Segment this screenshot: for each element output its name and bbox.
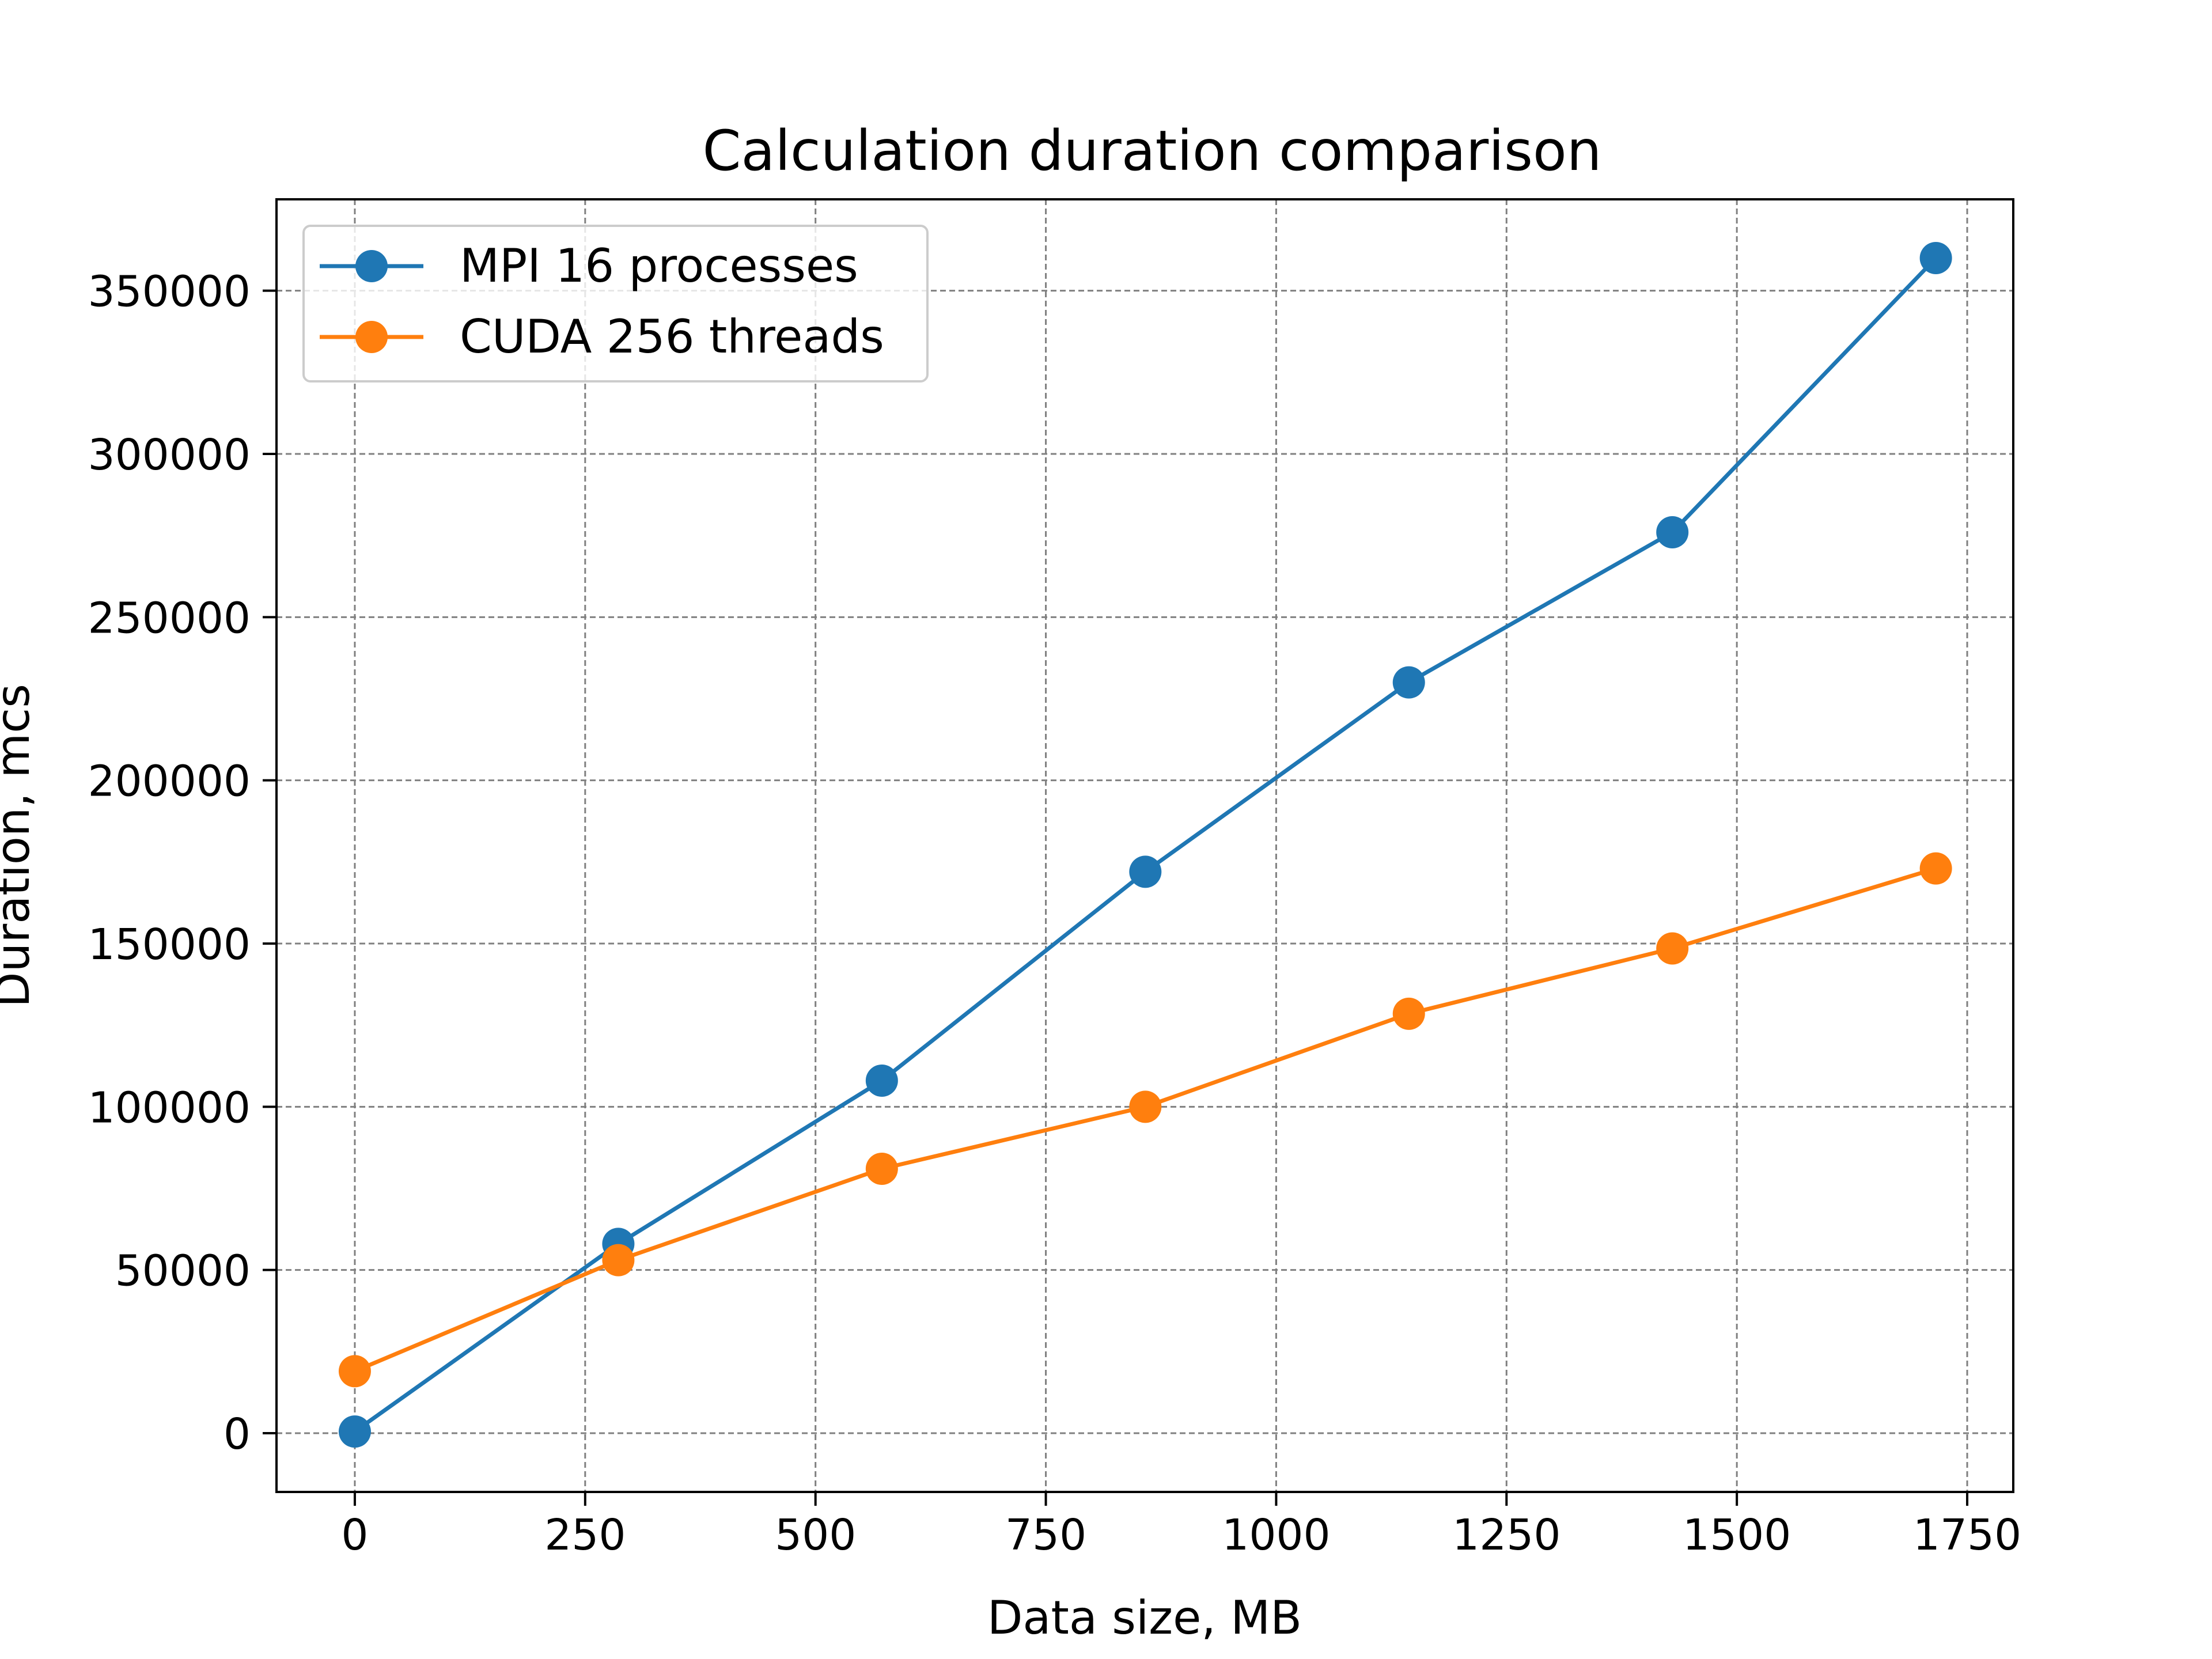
x-tick-label: 1250 (1452, 1510, 1560, 1560)
data-point (1129, 1090, 1162, 1123)
series-0 (338, 242, 1952, 1448)
data-point (1919, 242, 1952, 274)
legend-label-mpi: MPI 16 processes (460, 239, 858, 293)
grid (276, 199, 2013, 1492)
data-point (1392, 666, 1425, 699)
legend: MPI 16 processes CUDA 256 threads (302, 225, 929, 382)
y-tick-label: 200000 (88, 757, 251, 806)
data-point (338, 1355, 371, 1388)
y-axis-label: Duration, mcs (0, 684, 40, 1007)
chart-title: Calculation duration comparison (702, 119, 1601, 183)
legend-marker-cuda (355, 321, 388, 353)
y-tick-label: 100000 (88, 1083, 251, 1132)
x-axis-label: Data size, MB (987, 1591, 1302, 1645)
x-tick-label: 500 (775, 1510, 856, 1560)
data-point (1392, 997, 1425, 1030)
x-tick-label: 1750 (1913, 1510, 2021, 1560)
y-tick-label: 250000 (88, 593, 251, 643)
data-point (1919, 852, 1952, 885)
data-point (865, 1153, 898, 1185)
x-tick-label: 1000 (1222, 1510, 1330, 1560)
legend-box (302, 225, 929, 382)
y-tick-label: 50000 (115, 1247, 251, 1296)
y-tick-label: 150000 (88, 920, 251, 969)
y-tick-label: 0 (224, 1410, 251, 1459)
legend-marker-mpi (355, 250, 388, 282)
y-axis-ticks: 0 50000 100000 150000 200000 250000 300000 3500… (88, 267, 276, 1459)
data-point (865, 1065, 898, 1097)
x-axis-ticks: 0 250 500 750 1000 1250 1500 1750 (341, 1492, 2021, 1560)
legend-label-cuda: CUDA 256 threads (460, 310, 884, 363)
data-point (1656, 516, 1689, 548)
data-point (1129, 855, 1162, 888)
plot-frame (275, 198, 2014, 1493)
x-tick-label: 1500 (1683, 1510, 1791, 1560)
x-tick-label: 250 (544, 1510, 626, 1560)
series-1 (338, 852, 1952, 1388)
y-tick-label: 300000 (88, 430, 251, 480)
data-point (602, 1244, 635, 1277)
data-point (1656, 932, 1689, 965)
data-point (338, 1415, 371, 1448)
series-layer (338, 242, 1952, 1448)
x-tick-label: 0 (341, 1510, 368, 1560)
y-tick-label: 350000 (88, 267, 251, 317)
x-tick-label: 750 (1005, 1510, 1086, 1560)
